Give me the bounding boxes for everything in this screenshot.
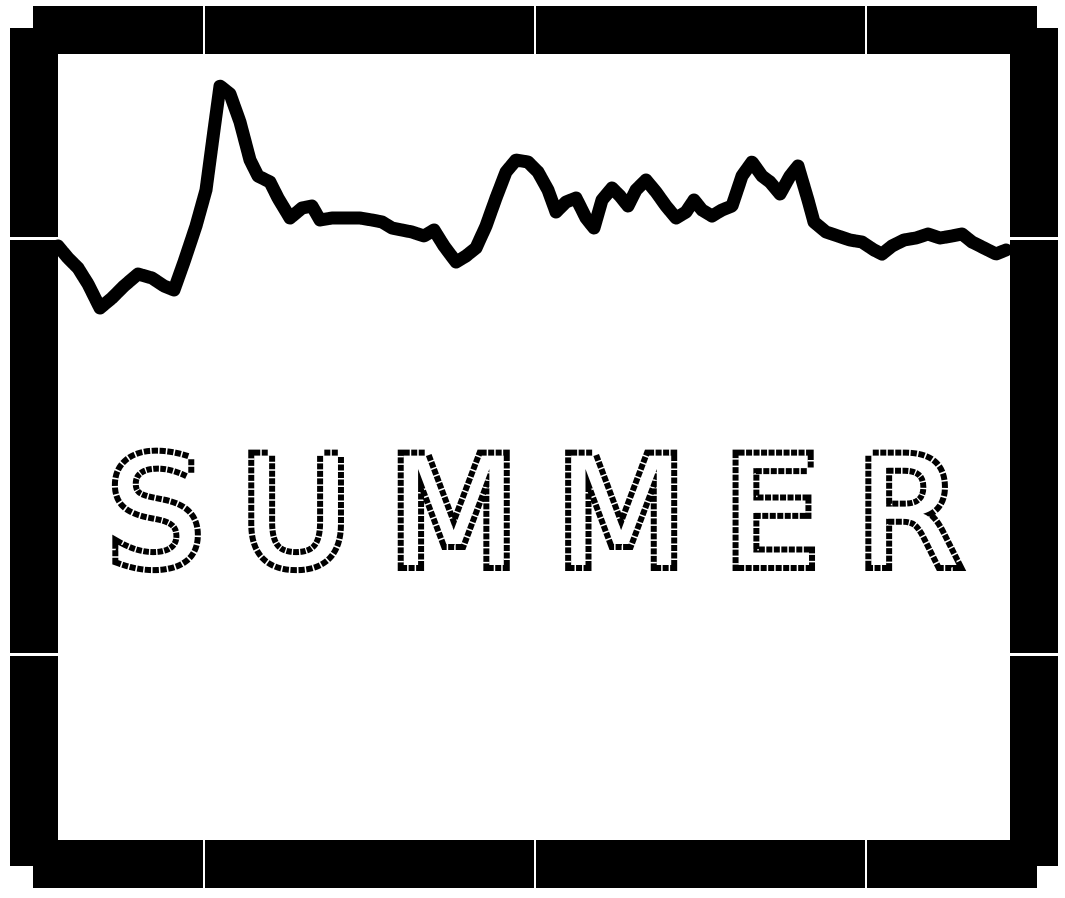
frame-right-1 <box>1010 28 1058 237</box>
frame-bottom-4 <box>867 840 1037 888</box>
frame-top-3 <box>536 6 865 54</box>
frame-left-3 <box>10 656 58 866</box>
frame-left-2 <box>10 240 58 653</box>
frame-top-1 <box>33 6 203 54</box>
line-trace <box>51 79 1013 315</box>
frame-top-2 <box>205 6 534 54</box>
frame-right-2 <box>1010 240 1058 653</box>
frame-bottom-2 <box>205 840 534 888</box>
frame <box>10 6 1058 888</box>
frame-bottom-3 <box>536 840 865 888</box>
frame-top-4 <box>867 6 1037 54</box>
summer-title: SUMMER <box>108 427 999 601</box>
frame-right-3 <box>1010 656 1058 866</box>
frame-bottom-1 <box>33 840 203 888</box>
frame-left-1 <box>10 28 58 237</box>
